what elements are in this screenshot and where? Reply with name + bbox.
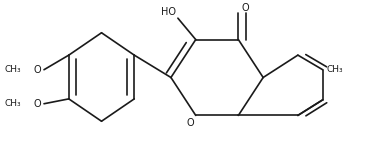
- Text: CH₃: CH₃: [5, 99, 22, 108]
- Text: CH₃: CH₃: [5, 65, 22, 74]
- Text: O: O: [33, 65, 41, 75]
- Text: O: O: [33, 99, 41, 109]
- Text: O: O: [241, 3, 249, 13]
- Text: HO: HO: [161, 7, 176, 17]
- Text: O: O: [186, 118, 194, 128]
- Text: CH₃: CH₃: [326, 65, 343, 74]
